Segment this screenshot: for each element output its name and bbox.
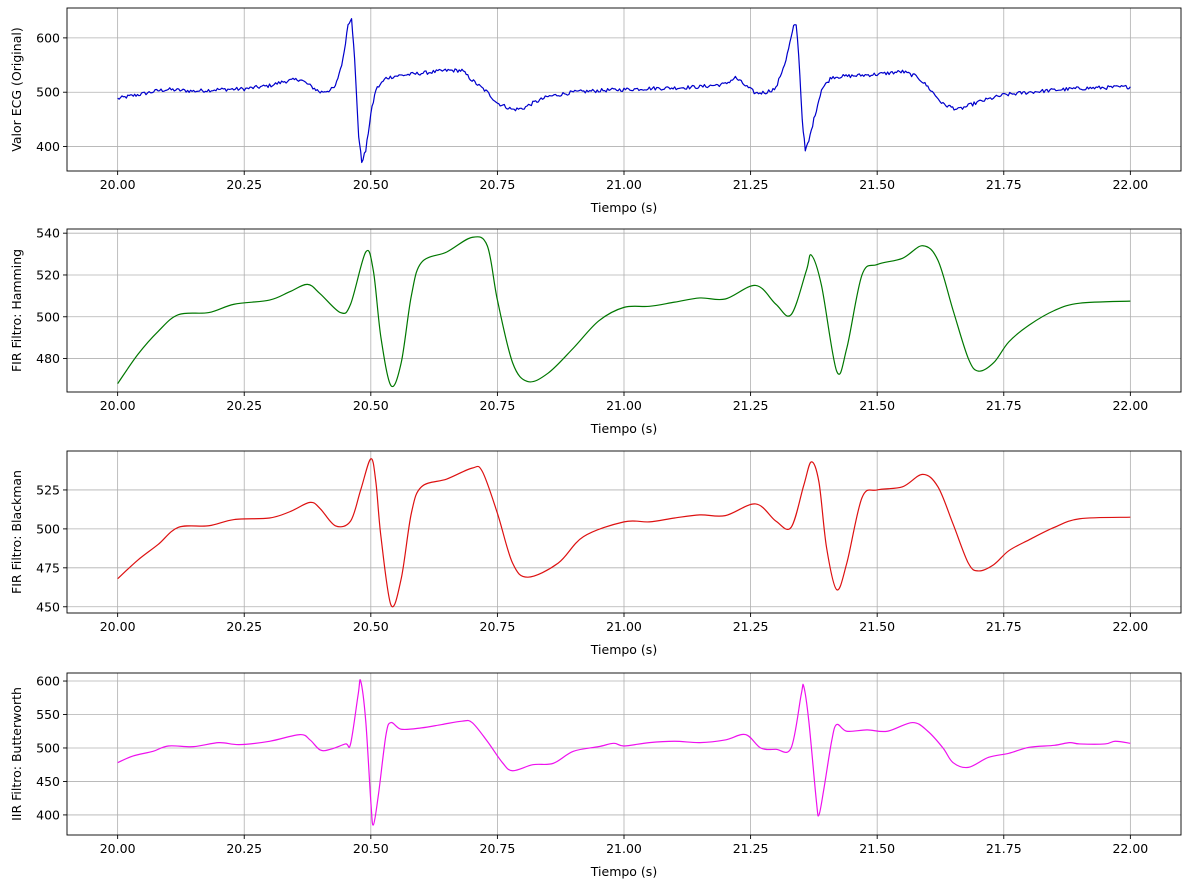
subplot-4: 20.00 20.25 20.50 20.75 21.00 21.25 21.50 21.75…: [9, 672, 1182, 879]
x-axis-label: Tiempo (s): [590, 642, 657, 657]
x-tick-label: 21.00: [606, 177, 642, 192]
y-tick-label: 520: [36, 267, 60, 282]
x-tick-label: 20.25: [226, 619, 262, 634]
y-tick-label: 540: [36, 226, 60, 241]
subplot-panels: 20.00 20.25 20.50 20.75 21.00 21.25 21.50 21.75…: [9, 7, 1182, 879]
x-tick-label: 21.00: [606, 841, 642, 856]
x-tick-label: 21.50: [859, 619, 895, 634]
y-axis-label: IIR Filtro: Butterworth: [9, 687, 24, 821]
x-tick-label: 20.50: [353, 841, 389, 856]
y-tick-label: 550: [36, 707, 60, 722]
y-tick-label: 400: [36, 139, 60, 154]
y-tick-label: 500: [36, 309, 60, 324]
x-tick-label: 20.00: [100, 841, 136, 856]
y-tick-label: 525: [36, 482, 60, 497]
x-tick-label: 20.75: [480, 841, 516, 856]
x-tick-label: 22.00: [1112, 841, 1148, 856]
x-tick-label: 20.75: [480, 398, 516, 413]
y-tick-label: 400: [36, 807, 60, 822]
subplot-3: 20.00 20.25 20.50 20.75 21.00 21.25 21.50 21.75…: [9, 450, 1182, 657]
x-tick-label: 21.75: [986, 398, 1022, 413]
y-axis-label: FIR Filtro: Hamming: [9, 249, 24, 372]
series-line: [117, 458, 1131, 608]
x-tick-label: 21.50: [859, 177, 895, 192]
y-tick-label: 600: [36, 674, 60, 689]
y-tick-label: 500: [36, 85, 60, 100]
y-axis-label: Valor ECG (Original): [9, 27, 24, 151]
x-tick-label: 20.50: [353, 619, 389, 634]
x-tick-label: 20.50: [353, 398, 389, 413]
series-line: [117, 679, 1131, 826]
x-axis-label: Tiempo (s): [590, 200, 657, 215]
x-tick-label: 22.00: [1112, 619, 1148, 634]
y-axis-label: FIR Filtro: Blackman: [9, 470, 24, 594]
y-tick-label: 500: [36, 521, 60, 536]
x-tick-label: 20.75: [480, 177, 516, 192]
x-tick-label: 21.50: [859, 841, 895, 856]
x-axis-label: Tiempo (s): [590, 421, 657, 436]
x-tick-label: 22.00: [1112, 177, 1148, 192]
x-tick-label: 20.25: [226, 841, 262, 856]
x-tick-label: 20.00: [100, 619, 136, 634]
y-tick-label: 500: [36, 740, 60, 755]
x-tick-label: 22.00: [1112, 398, 1148, 413]
x-tick-label: 20.00: [100, 177, 136, 192]
x-tick-label: 21.00: [606, 398, 642, 413]
series-line: [117, 18, 1131, 164]
x-tick-label: 20.50: [353, 177, 389, 192]
x-tick-label: 20.25: [226, 398, 262, 413]
x-tick-label: 21.25: [733, 398, 769, 413]
series-line: [117, 236, 1131, 388]
x-tick-label: 20.75: [480, 619, 516, 634]
y-tick-label: 450: [36, 599, 60, 614]
x-tick-label: 21.75: [986, 841, 1022, 856]
x-tick-label: 20.25: [226, 177, 262, 192]
x-tick-label: 21.50: [859, 398, 895, 413]
x-tick-label: 21.00: [606, 619, 642, 634]
x-tick-label: 20.00: [100, 398, 136, 413]
y-tick-label: 475: [36, 560, 60, 575]
y-tick-label: 600: [36, 30, 60, 45]
x-tick-label: 21.25: [733, 177, 769, 192]
x-axis-label: Tiempo (s): [590, 864, 657, 879]
subplot-1: 20.00 20.25 20.50 20.75 21.00 21.25 21.50 21.75…: [9, 7, 1182, 215]
x-tick-label: 21.25: [733, 619, 769, 634]
x-tick-label: 21.25: [733, 841, 769, 856]
subplot-2: 20.00 20.25 20.50 20.75 21.00 21.25 21.50 21.75…: [9, 226, 1182, 436]
x-tick-label: 21.75: [986, 619, 1022, 634]
y-tick-label: 450: [36, 774, 60, 789]
y-tick-label: 480: [36, 351, 60, 366]
x-tick-label: 21.75: [986, 177, 1022, 192]
